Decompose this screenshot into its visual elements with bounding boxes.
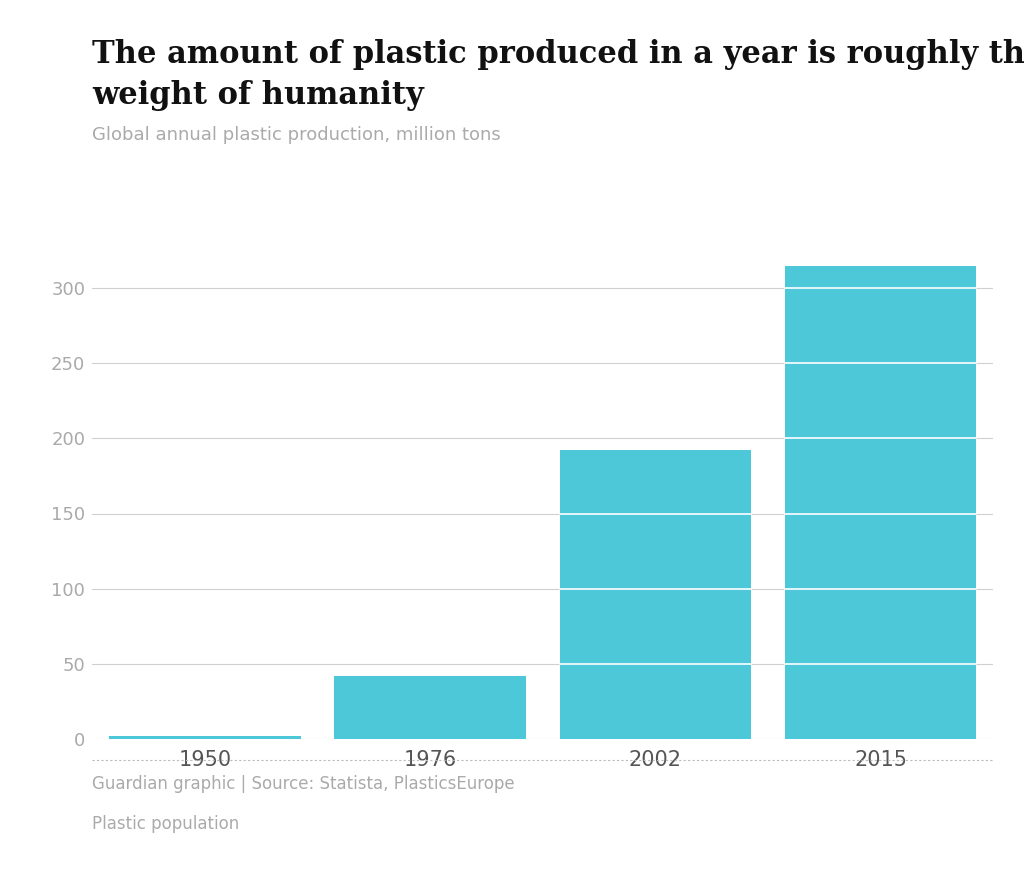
Bar	[110, 736, 301, 739]
Bar	[334, 675, 526, 739]
Bar	[784, 266, 977, 739]
Text: Guardian graphic | Source: Statista, PlasticsEurope: Guardian graphic | Source: Statista, Pla…	[92, 775, 515, 793]
Text: weight of humanity: weight of humanity	[92, 80, 424, 111]
Text: The amount of plastic produced in a year is roughly the same as the entire: The amount of plastic produced in a year…	[92, 39, 1024, 70]
Text: Global annual plastic production, million tons: Global annual plastic production, millio…	[92, 126, 501, 144]
Bar	[559, 450, 751, 739]
Text: Plastic population: Plastic population	[92, 815, 240, 833]
